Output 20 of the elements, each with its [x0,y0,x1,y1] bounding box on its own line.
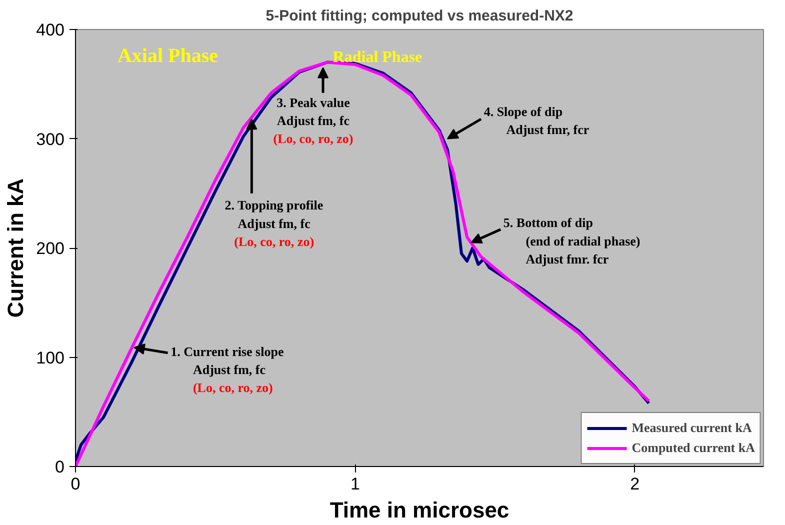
y-tick-label: 400 [36,20,65,40]
x-tick-label: 2 [630,474,640,494]
x-axis-title: Time in microsec [330,498,510,522]
chart-title: 5-Point fitting; computed vs measured-NX2 [266,8,574,24]
legend-label: Measured current kA [632,420,752,436]
annotation: 3. Peak value Adjust fm, fc (Lo, co, ro, zo) [273,95,354,146]
y-tick-label: 300 [36,130,65,149]
y-axis-title: Current in kA [3,178,28,318]
annotation: 4. Slope of dip Adjust fmr, fcr [484,104,590,137]
annotation: Radial Phase [332,49,422,66]
y-tick-label: 0 [55,458,65,476]
annotation: Axial Phase [117,44,218,67]
annotation: 2. Topping profile Adjust fm, fc (Lo, co, ro, zo) [224,198,324,249]
legend-label: Computed current kA [632,440,755,456]
annotation: 5. Bottom of dip (end of radial phase) Adjust fmr. fcr [503,215,640,266]
y-tick-label: 100 [36,348,65,368]
x-tick-label: 1 [350,474,360,494]
x-tick-label: 0 [70,474,80,494]
annotation: 1. Current rise slope Adjust fm, fc (Lo, co, ro, zo) [170,344,284,396]
y-tick-label: 200 [36,239,65,258]
